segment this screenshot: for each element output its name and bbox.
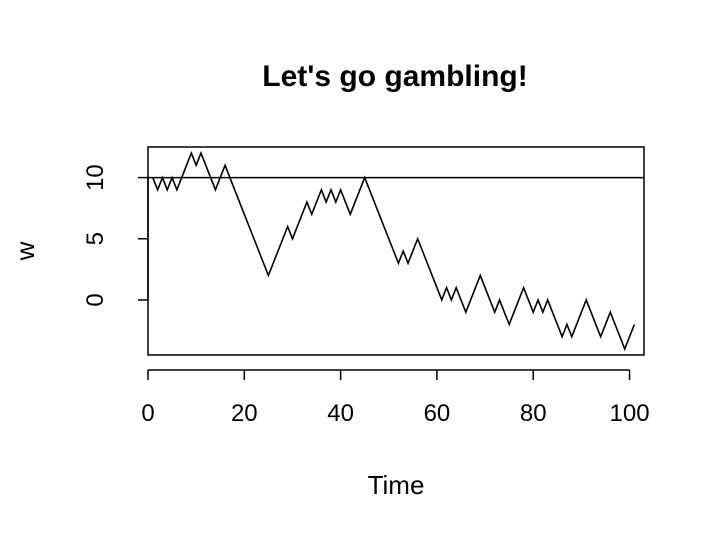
y-tick-label: 5 <box>82 232 109 245</box>
x-tick-label: 60 <box>424 400 451 427</box>
x-tick-label: 0 <box>141 400 154 427</box>
x-axis-label: Time <box>368 470 425 500</box>
y-axis-label: w <box>10 241 40 261</box>
series-layer <box>152 150 636 352</box>
x-tick-label: 100 <box>610 400 650 427</box>
series-line <box>152 150 636 352</box>
y-tick-label: 0 <box>82 293 109 306</box>
y-axis: 0 5 10 <box>82 164 149 307</box>
x-axis: 0 20 40 60 80 100 <box>141 369 650 427</box>
x-tick-label: 40 <box>327 400 354 427</box>
x-tick-label: 80 <box>520 400 547 427</box>
x-tick-label: 20 <box>231 400 258 427</box>
chart-title: Let's go gambling! <box>262 60 527 93</box>
y-tick-label: 10 <box>82 164 109 191</box>
